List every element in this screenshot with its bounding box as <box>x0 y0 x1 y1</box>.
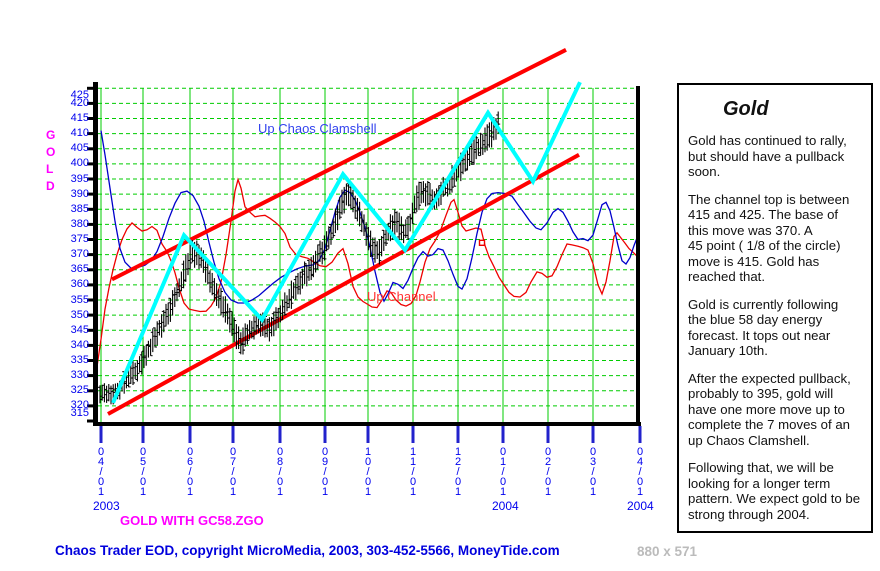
x-tick-label: 0 4 / 0 1 <box>97 446 105 498</box>
commentary-panel: Gold Gold has continued to rally, but sh… <box>677 83 873 533</box>
clamshell-annotation: Up Chaos Clamshell <box>258 121 377 136</box>
x-tick-label: 1 2 / 0 1 <box>454 446 462 498</box>
x-tick-label: 0 1 / 0 1 <box>499 446 507 498</box>
y-tick-label: 350 <box>70 309 89 321</box>
x-tick-label: 1 0 / 0 1 <box>364 446 372 498</box>
x-tick-label: 0 9 / 0 1 <box>321 446 329 498</box>
x-tick-label: 0 4 / 0 1 <box>636 446 644 498</box>
year-label: 2003 <box>93 499 120 513</box>
y-axis-title: GOLD <box>46 128 56 193</box>
y-tick-label: 405 <box>70 142 89 154</box>
channel-annotation: Up Channel <box>367 289 436 304</box>
y-tick-label: 320 <box>70 399 89 411</box>
chart-title-label: GOLD WITH GC58.ZGO <box>120 513 264 528</box>
y-tick-label: 425 <box>70 89 89 101</box>
x-tick-label: 0 7 / 0 1 <box>229 446 237 498</box>
y-tick-label: 390 <box>70 188 89 200</box>
panel-title: Gold <box>723 98 769 120</box>
y-tick-label: 380 <box>70 218 89 230</box>
y-tick-label: 335 <box>70 354 89 366</box>
y-tick-label: 365 <box>70 263 89 275</box>
y-tick-label: 400 <box>70 157 89 169</box>
y-tick-label: 345 <box>70 324 89 336</box>
y-tick-label: 315 <box>70 407 89 419</box>
y-tick-label: 385 <box>70 203 89 215</box>
y-tick-label: 340 <box>70 339 89 351</box>
panel-paragraph: Gold has continued to rally, but should … <box>688 133 847 179</box>
x-tick-label: 0 2 / 0 1 <box>544 446 552 498</box>
panel-paragraph: The channel top is between 415 and 425. … <box>688 191 850 285</box>
y-tick-label: 325 <box>70 384 89 396</box>
panel-paragraph: After the expected pullback, probably to… <box>688 370 851 448</box>
x-tick-label: 0 6 / 0 1 <box>186 446 194 498</box>
x-tick-label: 0 3 / 0 1 <box>589 446 597 498</box>
y-tick-label: 370 <box>70 248 89 260</box>
copyright-label: Chaos Trader EOD, copyright MicroMedia, … <box>55 543 560 558</box>
y-tick-label: 420 <box>70 97 89 109</box>
year-label: 2004 <box>492 499 519 513</box>
x-tick-label: 0 5 / 0 1 <box>139 446 147 498</box>
y-tick-label: 375 <box>70 233 89 245</box>
image-size-label: 880 x 571 <box>637 544 698 559</box>
y-tick-label: 395 <box>70 173 89 185</box>
y-tick-label: 415 <box>70 112 89 124</box>
y-tick-label: 330 <box>70 369 89 381</box>
panel-paragraph: Following that, we will be looking for a… <box>688 460 861 522</box>
y-tick-label: 355 <box>70 294 89 306</box>
x-tick-label: 0 8 / 0 1 <box>276 446 284 498</box>
y-tick-label: 410 <box>70 127 89 139</box>
panel-paragraph: Gold is currently following the blue 58 … <box>688 296 839 359</box>
x-tick-label: 1 1 / 0 1 <box>409 446 417 498</box>
y-tick-label: 360 <box>70 278 89 290</box>
year-label: 2004 <box>627 499 654 513</box>
